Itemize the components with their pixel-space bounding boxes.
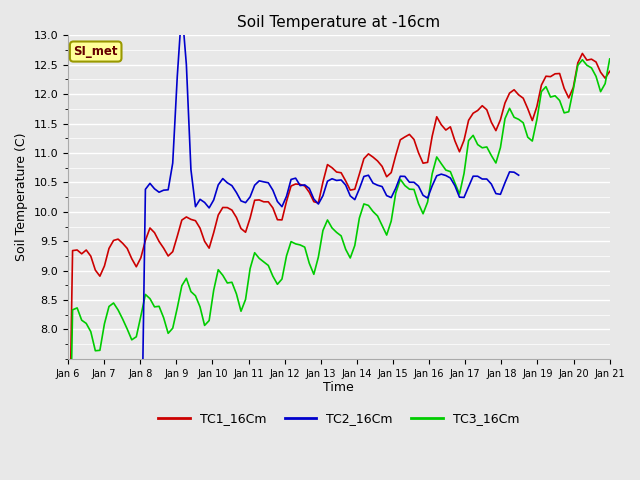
X-axis label: Time: Time — [323, 382, 354, 395]
TC1_16Cm — [365, 151, 372, 157]
TC1_16Cm — [178, 217, 186, 223]
Legend: TC1_16Cm, TC2_16Cm, TC3_16Cm: TC1_16Cm, TC2_16Cm, TC3_16Cm — [154, 407, 524, 430]
TC3_16Cm — [178, 283, 186, 288]
TC3_16Cm — [492, 160, 500, 166]
Line: TC1_16Cm: TC1_16Cm — [68, 53, 610, 480]
Y-axis label: Soil Temperature (C): Soil Temperature (C) — [15, 133, 28, 262]
TC3_16Cm — [437, 161, 445, 167]
TC1_16Cm — [437, 122, 445, 128]
TC2_16Cm — [365, 172, 372, 178]
TC2_16Cm — [178, 6, 186, 12]
Title: Soil Temperature at -16cm: Soil Temperature at -16cm — [237, 15, 440, 30]
TC3_16Cm — [210, 288, 218, 293]
TC1_16Cm — [592, 59, 600, 65]
Line: TC2_16Cm: TC2_16Cm — [141, 9, 518, 480]
Text: SI_met: SI_met — [74, 45, 118, 58]
TC2_16Cm — [437, 171, 445, 177]
TC3_16Cm — [588, 65, 595, 71]
TC1_16Cm — [492, 128, 500, 133]
TC2_16Cm — [210, 197, 218, 203]
TC1_16Cm — [606, 69, 614, 74]
TC3_16Cm — [606, 56, 614, 62]
Line: TC3_16Cm: TC3_16Cm — [68, 59, 610, 480]
TC1_16Cm — [210, 230, 218, 236]
TC3_16Cm — [365, 203, 372, 208]
TC2_16Cm — [492, 191, 500, 196]
TC1_16Cm — [579, 50, 586, 56]
